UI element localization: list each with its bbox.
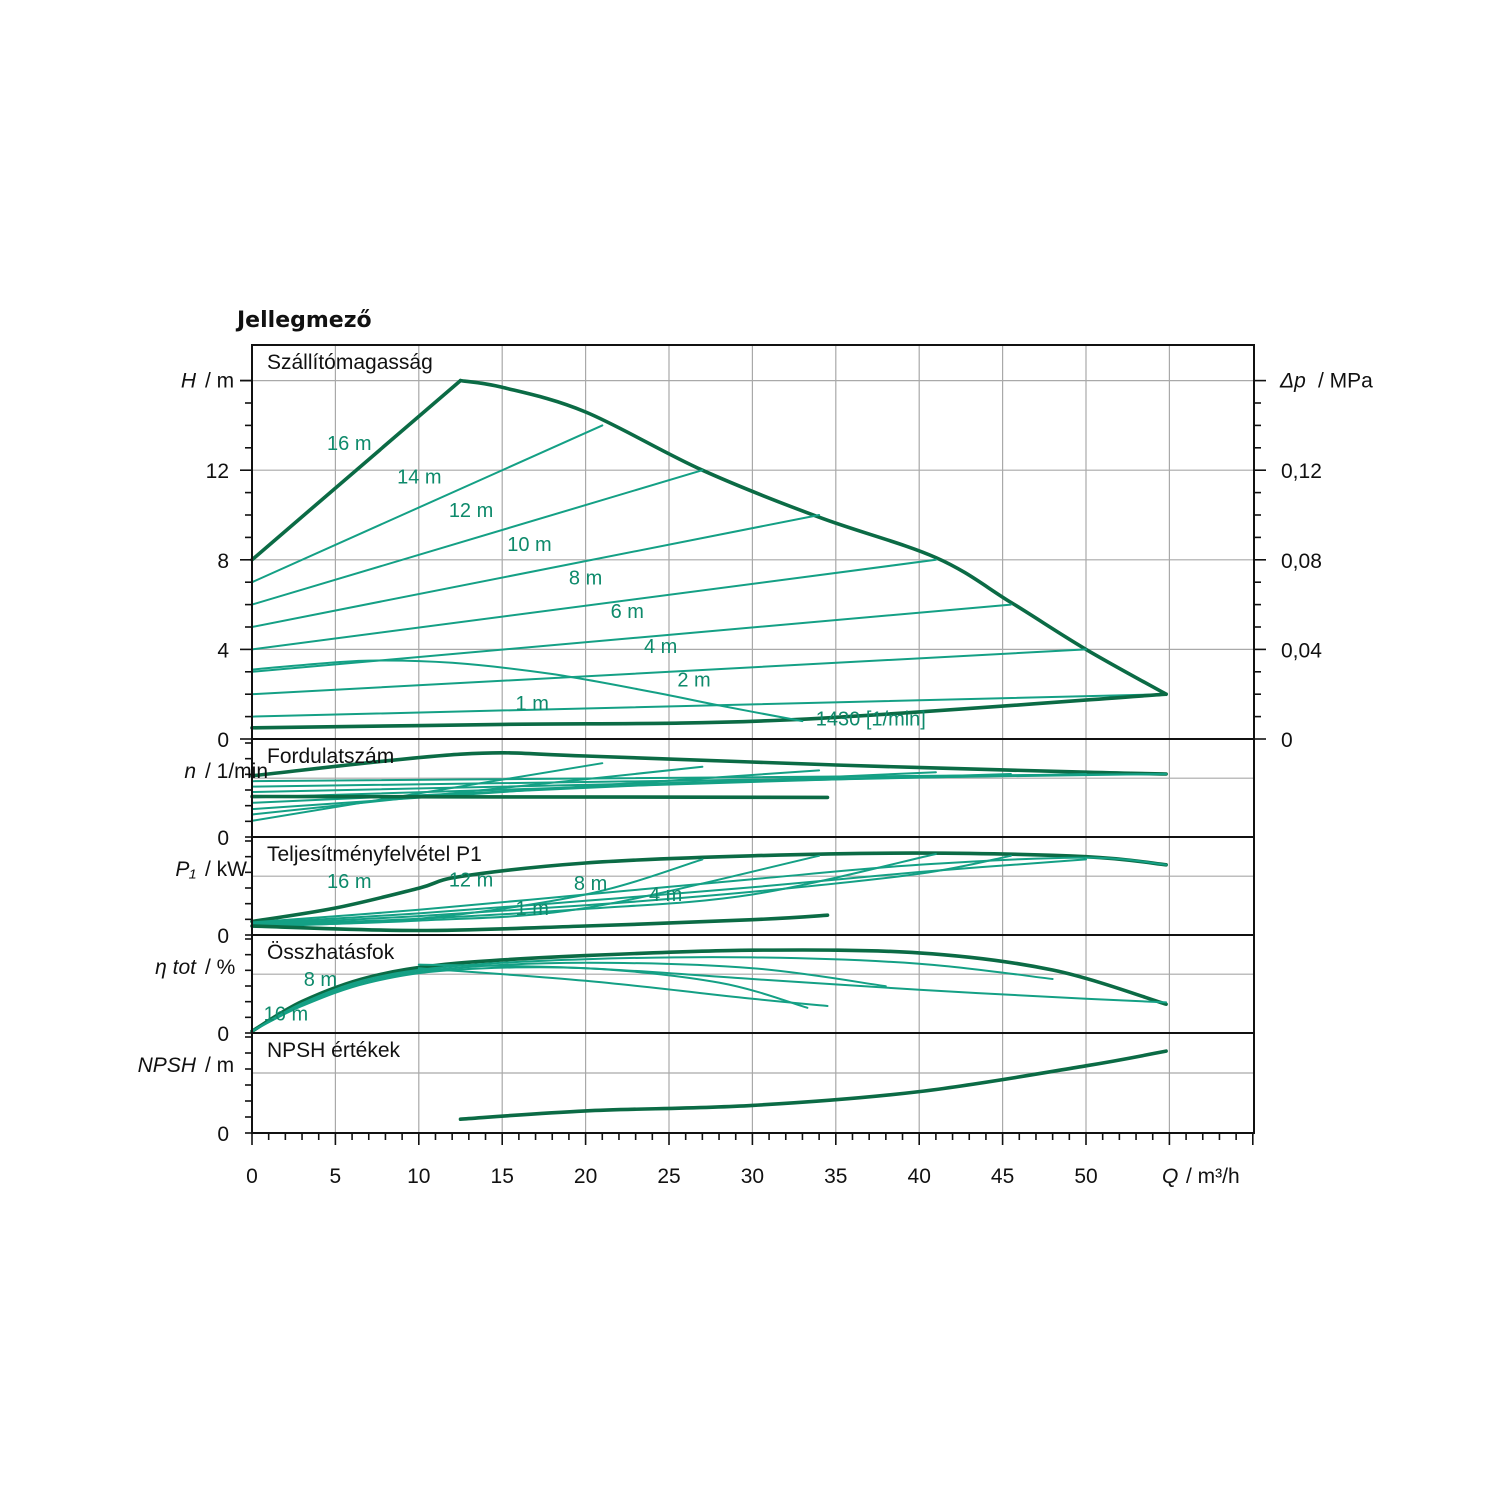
performance-curve: [250, 851, 1168, 924]
y-tick-label: 0: [217, 1023, 229, 1046]
x-tick-label: 40: [908, 1165, 931, 1188]
performance-curve: [250, 948, 1168, 1033]
panel-title: Szállítómagasság: [267, 351, 433, 374]
performance-curve: [251, 659, 804, 723]
performance-curve: [251, 762, 604, 822]
y-tick-label: 0: [217, 1123, 229, 1146]
y2-tick-label: 0,04: [1281, 639, 1322, 662]
grid-layer: [252, 345, 1254, 1133]
performance-curve: [251, 858, 704, 928]
y-axis-unit: / 1/min: [205, 760, 268, 783]
x-tick-label: 5: [330, 1165, 342, 1188]
curve-label: 14 m: [397, 467, 441, 489]
curve-label: 4 m: [644, 636, 677, 658]
performance-curve: [458, 1049, 1168, 1121]
panel-title: Összhatásfok: [267, 941, 395, 964]
chart-title: Jellegmező: [235, 308, 372, 333]
curve-label: 8 m: [574, 873, 607, 895]
curve-label: 16 m: [264, 1003, 308, 1025]
x-tick-label: 35: [824, 1165, 847, 1188]
curve-label: 12 m: [449, 500, 493, 522]
performance-curve: [250, 378, 463, 562]
panel-title: NPSH értékek: [267, 1039, 401, 1062]
y-axis-variable: P₁: [175, 858, 196, 881]
performance-curve: [250, 751, 1168, 778]
y-axis-unit: / %: [205, 956, 235, 979]
curve-label: 10 m: [507, 534, 551, 556]
x-tick-label: 20: [574, 1165, 597, 1188]
performance-curve: [251, 769, 821, 811]
performance-curve: [417, 963, 1168, 1004]
curve-label: 8 m: [304, 969, 337, 991]
y-axis-variable: NPSH: [138, 1054, 197, 1077]
y-axis-variable: η tot: [155, 956, 197, 979]
y-axis-variable: H: [181, 370, 197, 393]
x-axis-unit: / m³/h: [1186, 1165, 1240, 1188]
y-tick-label: 0: [217, 925, 229, 948]
y2-tick-label: 0,12: [1281, 460, 1322, 483]
y2-axis-unit: / MPa: [1318, 370, 1373, 393]
curves-layer: [250, 378, 1168, 1121]
performance-curve: [250, 794, 830, 800]
curve-label: 1430 [1/min]: [816, 709, 926, 731]
performance-curve: [458, 378, 1168, 696]
performance-curve: [417, 967, 829, 1007]
frames-layer: [240, 344, 1266, 1145]
curve-label: 4 m: [649, 884, 682, 906]
performance-curve: [251, 469, 704, 606]
y-tick-label: 8: [217, 550, 229, 573]
performance-curve: [251, 773, 1087, 793]
labels-layer: Szállítómagasság H / m 0 4 8 12 0 0,04 0,08 0,12 Δp…: [138, 351, 1374, 1188]
performance-curve: [251, 956, 1054, 1033]
performance-curve: [251, 854, 1012, 926]
performance-curve: [251, 765, 704, 816]
y2-tick-label: 0: [1281, 729, 1293, 752]
curve-label: 8 m: [569, 567, 602, 589]
performance-curve: [251, 966, 809, 1033]
y-tick-label: 12: [206, 460, 229, 483]
y-axis-unit: / kW: [205, 858, 247, 881]
x-tick-label: 0: [246, 1165, 258, 1188]
performance-curve: [251, 424, 604, 584]
x-axis-variable: Q: [1162, 1165, 1178, 1188]
curve-label: 1 m: [516, 693, 549, 715]
performance-curve: [251, 648, 1087, 696]
x-tick-label: 25: [657, 1165, 680, 1188]
performance-curve: [251, 558, 937, 651]
y2-axis-variable: Δp: [1279, 370, 1306, 393]
y-tick-label: 0: [217, 827, 229, 850]
curve-label: 2 m: [677, 669, 710, 691]
performance-curve: [250, 692, 1168, 730]
curve-label: 16 m: [327, 871, 371, 893]
x-tick-label: 50: [1074, 1165, 1097, 1188]
performance-curve: [251, 514, 821, 628]
curve-label: 12 m: [449, 869, 493, 891]
y-axis-variable: n: [184, 760, 196, 783]
y-tick-label: 4: [217, 639, 229, 662]
y2-tick-label: 0,08: [1281, 550, 1322, 573]
y-tick-label: 0: [217, 729, 229, 752]
curve-label: 6 m: [611, 601, 644, 623]
curve-label: 1 m: [516, 898, 549, 920]
panel-title: Fordulatszám: [267, 745, 394, 768]
curve-label: 16 m: [327, 433, 371, 455]
performance-curve: [250, 913, 830, 933]
performance-curve: [251, 856, 1168, 924]
x-tick-label: 10: [407, 1165, 430, 1188]
y-axis-unit: / m: [205, 1054, 234, 1077]
x-tick-label: 15: [491, 1165, 514, 1188]
y-axis-unit: / m: [205, 370, 234, 393]
x-tick-label: 45: [991, 1165, 1014, 1188]
panel-title: Teljesítményfelvétel P1: [267, 843, 482, 866]
x-tick-label: 30: [741, 1165, 764, 1188]
performance-curve: [251, 693, 1168, 718]
performance-curve: [251, 961, 887, 1033]
